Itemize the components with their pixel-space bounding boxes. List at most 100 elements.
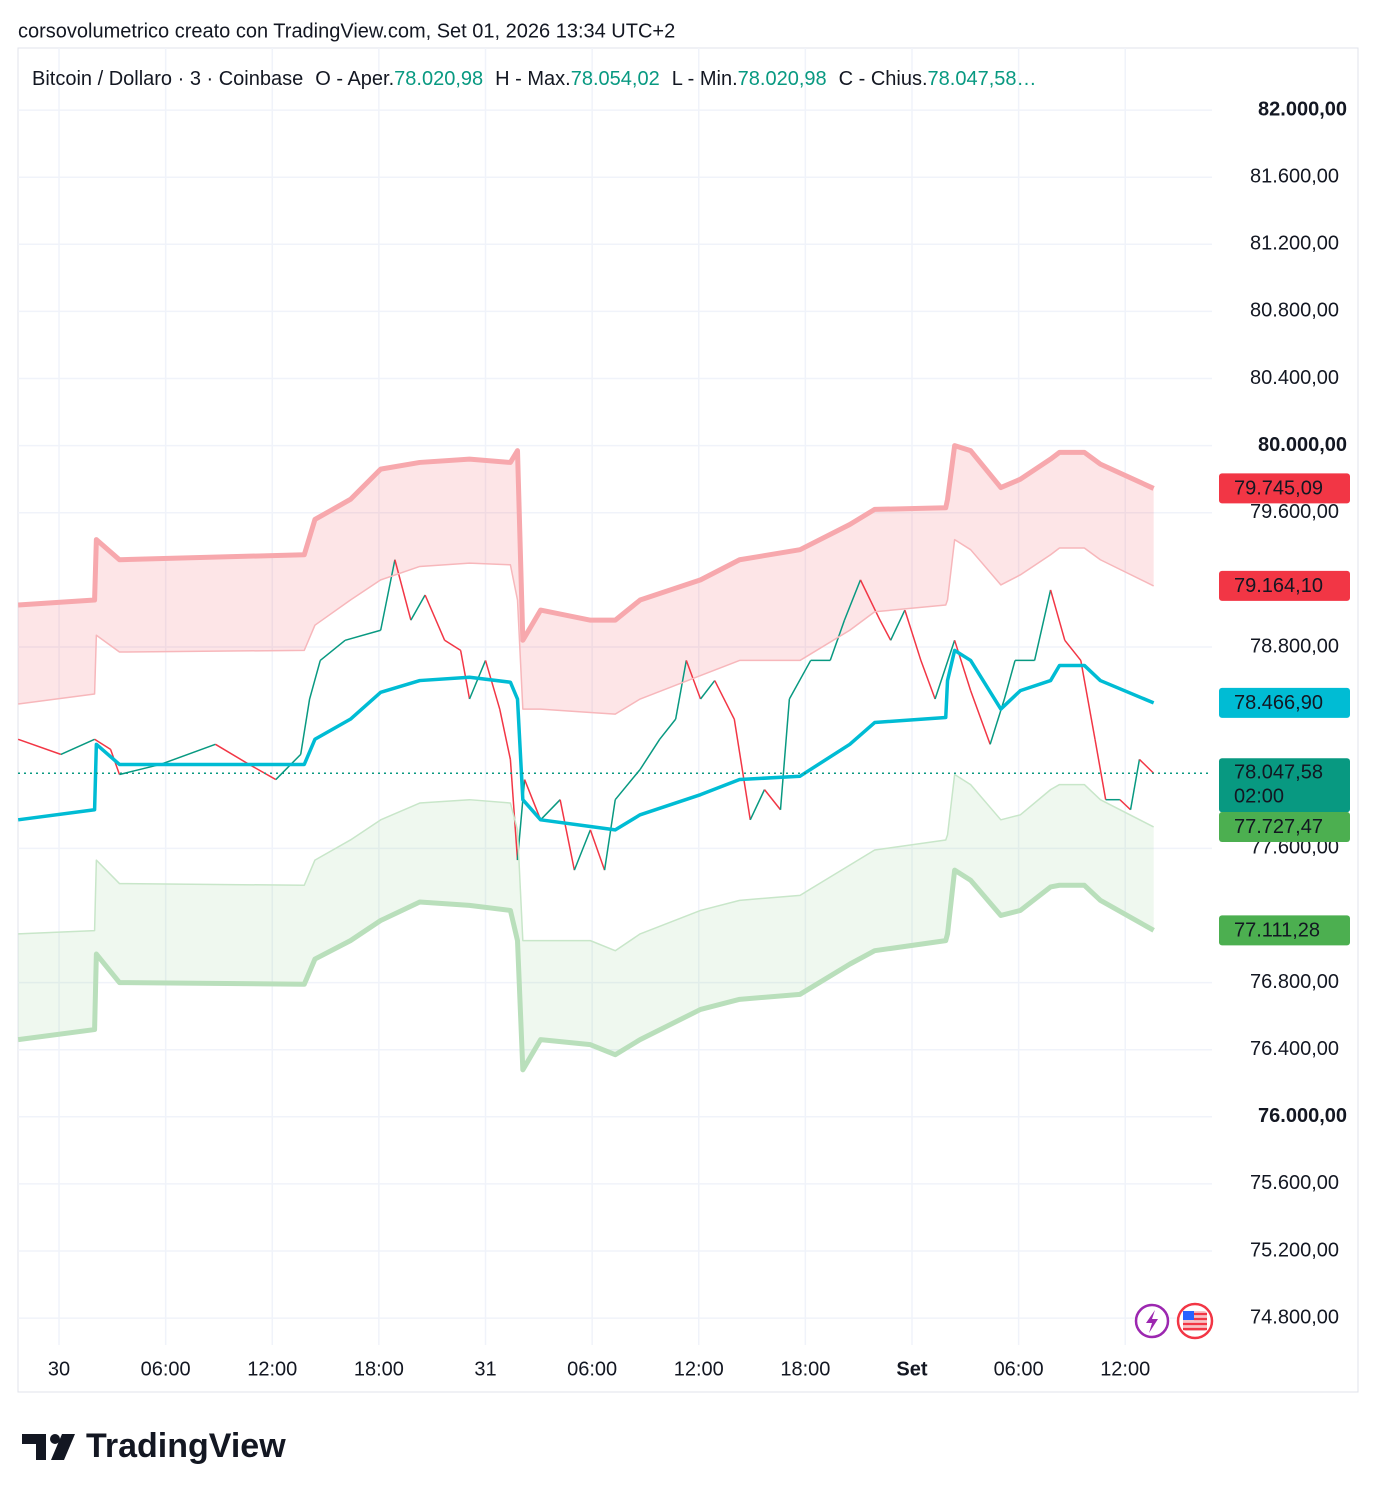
indicator-line [17,867,1155,1073]
price-tag [1219,473,1350,504]
y-tick-label: 75.200,00 [1250,1239,1339,1261]
logo-mark-2 [50,1434,60,1444]
legend: Bitcoin / Dollaro · 3 · Coinbase O - Aper… [32,68,1037,90]
y-tick-label: 76.400,00 [1250,1038,1339,1060]
price-segment [410,594,426,621]
price-segment [749,789,766,821]
price-segment [969,690,991,745]
legend-field-value: 78.047,58… [928,68,1037,90]
price-segment [674,660,688,720]
price-segment [788,660,812,700]
price-segment [540,799,561,821]
chart-header: corsovolumetrico creato con TradingView.… [18,20,675,42]
y-tick-label: 78.800,00 [1250,635,1339,657]
legend-field-label: O - Aper. [315,68,394,90]
y-tick-label: 81.200,00 [1250,233,1339,255]
x-tick-label: 06:00 [141,1358,191,1380]
x-tick-label: 18:00 [780,1358,830,1380]
price-segment [1003,660,1016,700]
y-tick-label: 80.000,00 [1258,434,1347,456]
price-segment [685,660,702,700]
price-segment [920,660,936,700]
legend-field-label: C - Chius. [839,68,928,90]
price-segment [733,719,752,820]
price-segment [444,639,462,651]
legend-field-label: H - Max. [495,68,571,90]
flash-glyph [1146,1310,1158,1333]
price-segment [714,680,735,720]
price-segment [1138,758,1155,774]
price-segment [573,829,592,871]
y-tick-label: 82.000,00 [1258,98,1347,120]
price-segment [1033,589,1052,661]
y-tick-label: 79.600,00 [1250,501,1339,523]
price-tag [1219,687,1350,718]
price-segment [344,629,381,642]
chart-frame [17,47,1359,1393]
price-segment [829,619,846,661]
indicator-line [18,538,1154,715]
x-tick-label: 12:00 [1100,1358,1150,1380]
legend-symbol: Bitcoin / Dollaro · 3 · Coinbase [32,68,303,90]
indicator-line [18,443,1155,643]
price-segment [1129,759,1141,810]
x-tick-label: 12:00 [247,1358,297,1380]
price-segment [498,708,512,760]
price-segment [379,559,396,631]
flag-stripes [1183,1312,1207,1331]
logo-text: TradingView [86,1427,286,1465]
price-axis: 82.000,00 81.600,00 81.200,00 80.800,00 80.4… [48,98,1350,1380]
price-segment [275,753,302,781]
price-tag [1219,570,1350,601]
price-segment [459,650,471,700]
x-tick-label: 30 [48,1358,70,1380]
price-segment [319,639,346,662]
price-tag-label: 78.466,90 [1234,692,1323,714]
price-segment [843,579,862,621]
price-tag-label: 77.727,47 [1234,816,1323,838]
y-tick-label: 76.800,00 [1250,971,1339,993]
legend-field-label: L - Min. [672,68,738,90]
price-segment [1080,660,1096,740]
indicator-line [18,773,1154,952]
indicator-line [17,648,1155,832]
price-segment [904,609,922,661]
toolbar-icons[interactable] [1134,1302,1214,1340]
price-segment [484,660,501,710]
price-segment [308,660,321,700]
legend-field-value: 78.054,02 [571,68,660,90]
x-tick-label: 31 [474,1358,496,1380]
price-segment [763,789,782,811]
band-fill [18,445,1154,715]
current-price-label: 78.047,58 [1234,762,1323,784]
price-segment [859,579,881,621]
y-tick-label: 76.000,00 [1258,1105,1347,1127]
price-segment [509,759,519,861]
price-segment [394,559,412,621]
y-tick-label: 80.400,00 [1250,367,1339,389]
price-segment [299,698,311,755]
x-tick-label: 06:00 [994,1358,1044,1380]
price-segment [659,718,677,740]
price-segment [1119,799,1132,811]
x-tick-label: 18:00 [354,1358,404,1380]
price-segment [60,738,95,756]
y-tick-label: 75.600,00 [1250,1172,1339,1194]
price-segment [424,594,446,641]
price-segment [889,609,906,641]
price-tag-label: 79.164,10 [1234,575,1323,597]
price-segment [603,799,616,871]
price-segment [523,779,542,821]
price-tag [1219,915,1350,946]
price-segment [589,829,606,871]
price-segment [779,698,791,810]
legend-field-value: 78.020,98 [738,68,827,90]
price-segment [17,738,62,756]
price-segment [160,743,216,766]
price-segment [953,640,972,691]
legend-field-value: 78.020,98 [394,68,483,90]
y-tick-label: 77.600,00 [1250,837,1339,859]
x-tick-label: Set [896,1358,927,1380]
band-fill [18,774,1154,1070]
